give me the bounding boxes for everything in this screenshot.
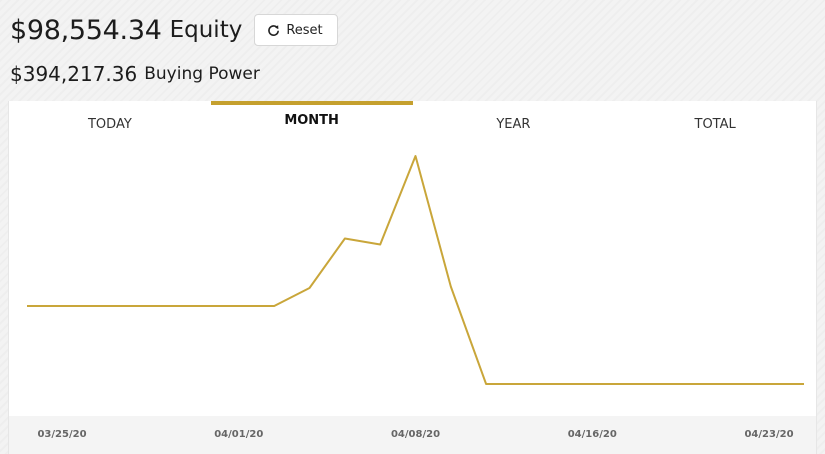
x-tick-label: 04/08/20 bbox=[390, 429, 441, 440]
refresh-icon bbox=[268, 24, 280, 36]
data-point bbox=[59, 303, 65, 309]
data-point bbox=[519, 381, 525, 387]
x-tick-label: 04/23/20 bbox=[744, 429, 794, 440]
data-point bbox=[95, 303, 101, 309]
data-point bbox=[624, 381, 630, 387]
data-point bbox=[483, 381, 489, 387]
tab-total[interactable]: TOTAL bbox=[694, 117, 736, 132]
equity-row: $98,554.34 Equity Reset bbox=[10, 10, 338, 50]
x-tick-label: 04/01/20 bbox=[214, 429, 264, 440]
tab-month[interactable]: MONTH bbox=[210, 101, 413, 139]
data-point bbox=[695, 381, 701, 387]
x-axis: 03/25/20 04/01/20 04/08/20 04/16/20 04/23/20 bbox=[9, 416, 816, 454]
equity-label: Equity bbox=[169, 17, 243, 43]
data-point bbox=[165, 303, 171, 309]
data-point bbox=[24, 303, 30, 309]
data-point bbox=[660, 381, 666, 387]
data-point bbox=[201, 303, 207, 309]
data-point bbox=[130, 303, 136, 309]
x-tick-label: 04/16/20 bbox=[567, 429, 617, 440]
tab-today[interactable]: TODAY bbox=[87, 117, 132, 132]
data-point bbox=[271, 303, 277, 309]
buying-power-label: Buying Power bbox=[144, 64, 260, 84]
data-point bbox=[801, 381, 807, 387]
equity-series-line bbox=[27, 155, 804, 385]
x-tick-label: 03/25/20 bbox=[37, 429, 87, 440]
data-point bbox=[766, 381, 772, 387]
reset-button[interactable]: Reset bbox=[254, 14, 338, 46]
data-point bbox=[236, 303, 242, 309]
equity-chart-card: TODAY MONTH YEAR TOTAL 03/25/20 04/01/20 0… bbox=[8, 101, 817, 454]
data-point bbox=[377, 242, 383, 248]
tab-year[interactable]: YEAR bbox=[496, 117, 531, 132]
buying-power-row: $394,217.36 Buying Power bbox=[10, 59, 260, 89]
equity-line-chart bbox=[24, 153, 807, 387]
data-point bbox=[307, 285, 313, 291]
period-tabs: TODAY MONTH YEAR TOTAL bbox=[9, 101, 816, 139]
data-point bbox=[448, 284, 454, 290]
account-header: $98,554.34 Equity Reset $394,217.36 Buyi… bbox=[0, 0, 825, 100]
reset-button-label: Reset bbox=[286, 22, 323, 38]
data-point bbox=[730, 381, 736, 387]
equity-value: $98,554.34 bbox=[10, 14, 162, 46]
buying-power-value: $394,217.36 bbox=[10, 62, 138, 86]
data-point bbox=[589, 381, 595, 387]
data-point bbox=[413, 153, 419, 159]
data-point bbox=[342, 236, 348, 242]
data-point bbox=[554, 381, 560, 387]
